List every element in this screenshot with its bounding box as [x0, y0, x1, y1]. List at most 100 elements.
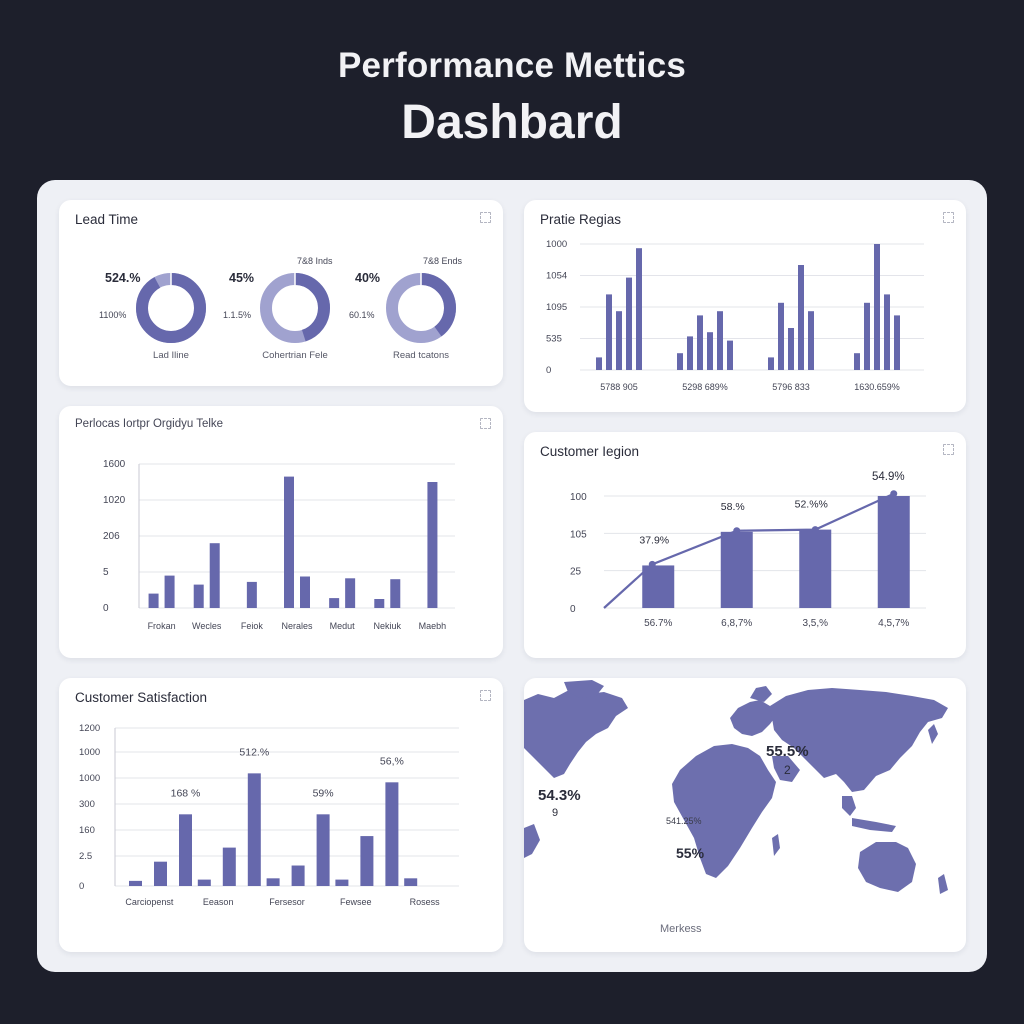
- x-tick-label: Fewsee: [340, 897, 372, 907]
- periods-card[interactable]: Perlocas Iortpr Orgidyu Telke 1600 1020 20…: [59, 406, 503, 658]
- donut-left-label: 524.%: [105, 271, 140, 285]
- y-tick-label: 0: [103, 603, 109, 614]
- map-label-asia-sub: 2: [784, 763, 791, 777]
- customer-satisfaction-card[interactable]: Customer Satisfaction 1200 1000 1000 300 160…: [59, 678, 503, 952]
- y-tick-label: 1020: [103, 495, 126, 506]
- bar: [247, 773, 261, 886]
- customer-satisfaction-chart: 1200 1000 1000 300 160 2.5 0 168 % Carciopenst 51…: [79, 723, 459, 907]
- bar-label: 59%: [313, 787, 334, 799]
- bar: [404, 878, 418, 886]
- bar: [427, 482, 438, 608]
- bar: [727, 340, 733, 370]
- world-map: 54.3% 9 55.5% 2 541.25% 55% Merkess: [524, 680, 948, 935]
- x-tick-label: Fersesor: [269, 897, 305, 907]
- y-tick-label: 206: [103, 531, 120, 542]
- bar: [284, 476, 294, 608]
- customer-region-card[interactable]: Customer Iegion 100 105 25 0 56.7% 37.9% 6,8,7…: [524, 432, 966, 658]
- bar: [788, 328, 794, 370]
- expand-icon[interactable]: [480, 418, 491, 429]
- expand-icon[interactable]: [943, 444, 954, 455]
- bar: [854, 353, 860, 370]
- donut-segment: [136, 273, 206, 343]
- prate-regias-card[interactable]: Pratie Regias 1000 1054 1095 535 0 5788 905 52…: [524, 200, 966, 412]
- bar: [266, 878, 280, 886]
- bar: [864, 302, 870, 370]
- x-tick-label: Wecles: [192, 621, 222, 631]
- greenland-shape: [564, 680, 604, 698]
- australia-shape: [858, 842, 916, 892]
- trend-point: [811, 526, 819, 534]
- donut-left-sub: 60.1%: [349, 310, 375, 320]
- bar: [778, 302, 784, 370]
- world-map-card[interactable]: 54.3% 9 55.5% 2 541.25% 55% Merkess: [524, 678, 966, 952]
- bar: [246, 581, 257, 608]
- lead-time-card[interactable]: Lead Time 524.% 1100% Lad Iline 7&8 Inds 45%…: [59, 200, 503, 386]
- south-east-asia-shape: [842, 796, 856, 816]
- bar: [894, 315, 900, 370]
- x-tick-label: Nerales: [281, 621, 313, 631]
- bar: [222, 847, 236, 886]
- card-title: Pratie Regias: [540, 212, 622, 227]
- trend-point: [890, 490, 898, 498]
- north-america-shape: [524, 690, 628, 778]
- bar: [345, 578, 356, 608]
- map-label-africa: 55%: [676, 845, 705, 861]
- y-tick-label: 1054: [546, 271, 567, 282]
- arabia-shape: [772, 756, 800, 782]
- bar: [697, 315, 703, 370]
- expand-icon[interactable]: [480, 690, 491, 701]
- scandinavia-shape: [750, 686, 772, 702]
- bar: [677, 353, 683, 370]
- y-tick-label: 300: [79, 799, 95, 810]
- periods-bar-chart: 1600 1020 206 5 0 Frokan Wecles Feiok Nerales Med…: [103, 459, 455, 631]
- customer-region-chart: 100 105 25 0 56.7% 37.9% 6,8,7% 58.% 3,5,% 52.%% 4…: [570, 471, 926, 629]
- x-tick-label: 3,5,%: [802, 618, 828, 629]
- title-line-1: Performance Mettics: [337, 46, 687, 85]
- y-tick-label: 535: [546, 334, 562, 345]
- x-tick-label: Medut: [330, 621, 356, 631]
- donut-caption: Lad Iline: [153, 350, 189, 361]
- x-tick-label: Rosess: [410, 897, 441, 907]
- expand-icon[interactable]: [480, 212, 491, 223]
- bar: [616, 311, 622, 370]
- donut-top-label: 7&8 Ends: [423, 256, 463, 266]
- bar: [687, 336, 693, 370]
- trend-point: [648, 560, 656, 568]
- card-title: Customer Satisfaction: [75, 690, 208, 705]
- bar: [884, 294, 890, 370]
- dashboard-panel: Lead Time 524.% 1100% Lad Iline 7&8 Inds 45%…: [37, 180, 987, 972]
- bar: [335, 879, 349, 886]
- bar: [636, 248, 642, 370]
- x-tick-label: Carciopenst: [125, 897, 174, 907]
- bar-label: 512.%: [239, 746, 269, 758]
- bar-label: 58.%: [721, 501, 745, 513]
- bar: [197, 879, 211, 886]
- bar: [385, 782, 399, 886]
- bar: [291, 865, 305, 886]
- map-label-africa-top: 541.25%: [666, 816, 702, 826]
- map-caption: Merkess: [660, 923, 702, 935]
- bar: [707, 332, 713, 370]
- bar-label: 52.%%: [795, 499, 828, 511]
- x-tick-label: Nekiuk: [374, 621, 402, 631]
- y-tick-label: 1000: [79, 773, 100, 784]
- donut-caption: Cohertrian Fele: [262, 350, 327, 361]
- x-tick-label: Maebh: [419, 621, 447, 631]
- x-tick-label: Frokan: [148, 621, 176, 631]
- y-tick-label: 100: [570, 492, 587, 503]
- bar: [329, 598, 340, 608]
- bar: [390, 579, 401, 608]
- bar: [164, 575, 175, 608]
- expand-icon[interactable]: [943, 212, 954, 223]
- bar: [768, 357, 774, 370]
- bar-label: 37.9%: [639, 534, 669, 546]
- bar: [642, 565, 675, 608]
- bar: [129, 880, 142, 886]
- y-tick-label: 1200: [79, 723, 100, 734]
- bar: [720, 531, 753, 608]
- y-tick-label: 25: [570, 567, 582, 578]
- bar: [799, 529, 832, 608]
- x-tick-label: Feiok: [241, 621, 264, 631]
- x-tick-label: 1630.659%: [854, 382, 900, 392]
- map-label-left: 54.3%: [538, 787, 581, 804]
